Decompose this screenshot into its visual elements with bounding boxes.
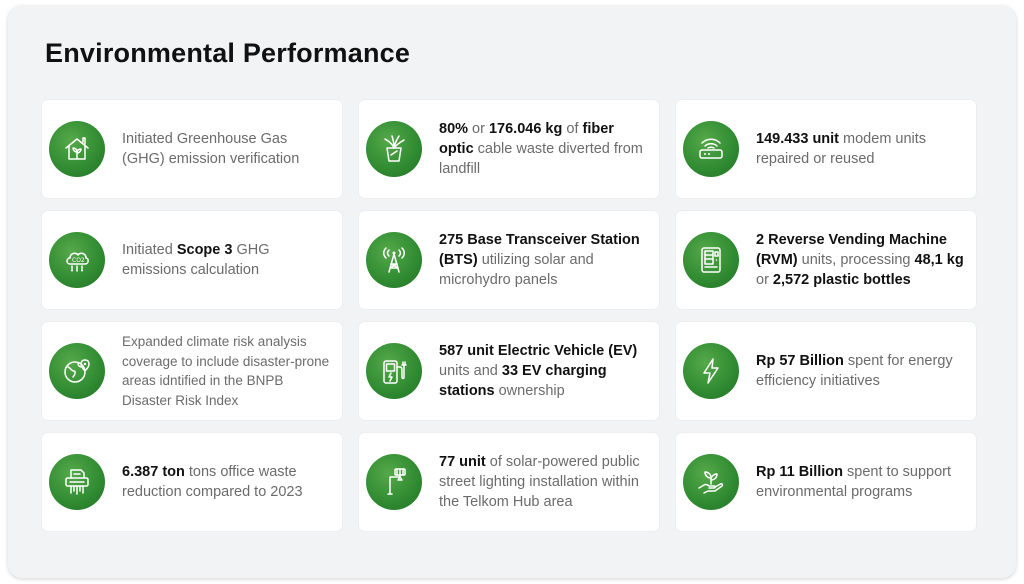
metric-label: or [756, 272, 773, 288]
metric-label: units, processing [797, 252, 915, 268]
metric-label: Initiated [122, 242, 177, 258]
metric-highlight: fiber optic [439, 121, 614, 157]
metric-card: 149.433 unit modem units repaired or reu… [676, 100, 976, 198]
metric-highlight: Rp 11 Billion [756, 464, 844, 480]
page-title: Environmental Performance [45, 38, 411, 68]
ev-charger-icon [366, 343, 422, 399]
metric-highlight: 2 Reverse Vending Machine (RVM) [756, 232, 947, 268]
metric-text: 587 unit Electric Vehicle (EV) units and… [439, 341, 649, 401]
metric-card: 80% or 176.046 kg of fiber optic cable w… [359, 100, 659, 198]
vending-machine-icon [683, 232, 739, 288]
metric-highlight: Scope 3 [176, 242, 233, 258]
lightning-bolt-icon [683, 343, 739, 399]
metric-highlight: 275 Base Transceiver Station (BTS) [439, 232, 640, 268]
metric-card: 77 unit of solar-powered public street l… [359, 433, 659, 531]
metric-label: modem units repaired or reused [756, 131, 927, 167]
modem-wifi-icon [683, 121, 739, 177]
metric-text: Rp 11 Billion spent to support environme… [756, 462, 966, 502]
metric-card: Initiated Greenhouse Gas (GHG) emission … [42, 100, 342, 198]
metric-card: Rp 57 Billion spent for energy efficienc… [676, 322, 976, 420]
metric-card: 6.387 ton tons office waste reduction co… [42, 433, 342, 531]
metric-highlight: 149.433 unit [756, 131, 840, 147]
metric-label: spent to support environmental programs [756, 464, 952, 500]
metric-text: 2 Reverse Vending Machine (RVM) units, p… [756, 230, 966, 290]
metric-label: units and [439, 363, 502, 379]
metric-label: ownership [494, 383, 565, 399]
metric-label: of [562, 121, 583, 137]
metric-highlight: 2,572 plastic bottles [772, 272, 911, 288]
metric-text: Initiated Greenhouse Gas (GHG) emission … [122, 129, 332, 169]
metric-card: 275 Base Transceiver Station (BTS) utili… [359, 211, 659, 309]
metric-label: tons office waste reduction compared to … [122, 464, 303, 500]
paper-shredder-icon [49, 454, 105, 510]
green-house-icon [49, 121, 105, 177]
metric-text: 80% or 176.046 kg of fiber optic cable w… [439, 119, 649, 179]
metrics-grid: Initiated Greenhouse Gas (GHG) emission … [42, 100, 976, 532]
metric-label: Initiated Greenhouse Gas (GHG) emission … [122, 131, 300, 167]
metric-highlight: 6.387 ton [122, 464, 185, 480]
metric-card: 587 unit Electric Vehicle (EV) units and… [359, 322, 659, 420]
metric-text: Initiated Scope 3 GHG emissions calculat… [122, 240, 332, 280]
metric-label: utilizing solar and microhydro panels [439, 252, 594, 288]
metric-label: Expanded climate risk analysis coverage … [122, 334, 330, 408]
metric-text: 149.433 unit modem units repaired or reu… [756, 129, 966, 169]
metric-highlight: 80% [439, 121, 469, 137]
hand-plant-icon [683, 454, 739, 510]
metric-label: GHG emissions calculation [122, 242, 270, 278]
metric-highlight: 587 unit Electric Vehicle (EV) [439, 343, 638, 359]
globe-pin-icon [49, 343, 105, 399]
metric-highlight: 33 EV charging stations [439, 363, 607, 399]
metric-card: Expanded climate risk analysis coverage … [42, 322, 342, 420]
fiber-optic-bin-icon [366, 121, 422, 177]
metric-text: 6.387 ton tons office waste reduction co… [122, 462, 332, 502]
environmental-performance-panel: Environmental Performance Initiated Gree… [8, 6, 1016, 578]
metric-label: or [468, 121, 489, 137]
co2-cloud-icon: CO2 [49, 232, 105, 288]
metric-text: 77 unit of solar-powered public street l… [439, 452, 649, 512]
metric-text: 275 Base Transceiver Station (BTS) utili… [439, 230, 649, 290]
metric-text: Rp 57 Billion spent for energy efficienc… [756, 351, 966, 391]
metric-label: of solar-powered public street lighting … [439, 454, 640, 510]
transmission-tower-icon [366, 232, 422, 288]
svg-text:CO2: CO2 [72, 257, 85, 264]
metric-highlight: Rp 57 Billion [756, 353, 844, 369]
metric-label: spent for energy efficiency initiatives [756, 353, 953, 389]
metric-text: Expanded climate risk analysis coverage … [122, 332, 332, 410]
metric-highlight: 48,1 kg [914, 252, 964, 268]
metric-card: CO2 Initiated Scope 3 GHG emissions calcu… [42, 211, 342, 309]
metric-label: cable waste diverted from landfill [439, 141, 643, 177]
metric-card: 2 Reverse Vending Machine (RVM) units, p… [676, 211, 976, 309]
metric-highlight: 176.046 kg [488, 121, 563, 137]
metric-highlight: 77 unit [439, 454, 486, 470]
metric-card: Rp 11 Billion spent to support environme… [676, 433, 976, 531]
street-light-icon [366, 454, 422, 510]
